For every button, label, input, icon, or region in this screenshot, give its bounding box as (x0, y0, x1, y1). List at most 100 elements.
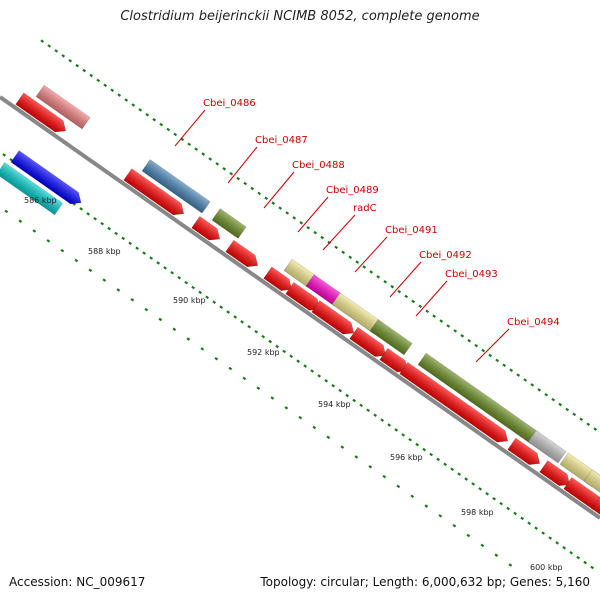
ruler-label: 600 kbp (530, 563, 563, 572)
tick-mark (394, 428, 399, 432)
label-leader-line (263, 171, 295, 209)
tick-mark (593, 427, 598, 431)
tick-mark (341, 250, 346, 255)
feature-block (369, 319, 413, 356)
ruler-label: 596 kbp (390, 453, 423, 462)
ruler-label: 588 kbp (88, 247, 121, 256)
tick-mark (480, 543, 485, 548)
tick-mark (495, 358, 500, 363)
tick-mark (558, 402, 563, 407)
tick-mark (9, 158, 14, 162)
accession-text: Accession: NC_009617 (9, 575, 146, 589)
tick-mark (439, 319, 444, 323)
tick-mark (124, 98, 129, 102)
tick-mark (110, 88, 115, 92)
tick-mark (537, 388, 542, 392)
tick-mark (233, 315, 238, 319)
tick-mark (268, 339, 273, 344)
gene-label: Cbei_0492 (419, 250, 472, 261)
tick-mark (100, 221, 105, 226)
cds-arrow (507, 437, 541, 465)
ruler-label: 594 kbp (318, 400, 351, 409)
tick-mark (387, 423, 392, 427)
feature-block (583, 469, 600, 509)
tick-mark (299, 221, 304, 225)
tick-mark (205, 295, 210, 300)
gene-labels: Cbei_0486 Cbei_0487 Cbei_0488 Cbei_0489 radC… (203, 98, 560, 328)
label-leader-line (354, 236, 388, 273)
tick-mark (191, 285, 196, 290)
tick-mark (429, 452, 434, 457)
tick-mark (86, 212, 91, 216)
gene-label: Cbei_0487 (255, 135, 308, 146)
tick-mark (397, 289, 402, 294)
tick-mark (410, 494, 415, 499)
feature-track (0, 84, 600, 520)
feature-block (0, 162, 64, 216)
tick-mark (107, 226, 112, 231)
tick-mark (310, 369, 315, 373)
tick-mark (142, 251, 147, 255)
tick-mark (520, 516, 525, 521)
tick-mark (229, 171, 234, 176)
tick-mark (355, 260, 360, 264)
tick-mark (354, 455, 359, 459)
tick-mark (89, 73, 94, 78)
tick-mark (436, 457, 441, 462)
tick-mark (114, 231, 119, 236)
tick-mark (383, 280, 388, 284)
tick-mark (460, 334, 465, 338)
tick-mark (61, 54, 66, 58)
cds-arrow (191, 215, 221, 241)
tick-mark (250, 186, 255, 191)
gene-label: radC (353, 203, 377, 214)
tick-mark (215, 162, 220, 166)
tick-mark (438, 514, 443, 518)
label-leader-line (475, 328, 510, 363)
tick-mark (555, 541, 560, 545)
label-leader-line (297, 196, 329, 233)
tick-mark (60, 248, 65, 253)
tick-mark (128, 241, 133, 246)
summary-text: Topology: circular; Length: 6,000,632 bp… (260, 575, 590, 589)
ruler-label: 590 kbp (173, 296, 206, 305)
tick-mark (138, 108, 143, 112)
tick-mark (488, 353, 493, 358)
feature-block (417, 352, 539, 444)
tick-mark (334, 245, 339, 250)
tick-mark (102, 278, 107, 282)
tick-mark (380, 418, 385, 422)
cds-arrow (349, 326, 387, 357)
tick-mark (275, 344, 280, 349)
tick-mark (130, 298, 135, 302)
tick-mark (513, 511, 518, 516)
label-leader-line (227, 146, 258, 184)
tick-mark (121, 236, 126, 241)
tick-mark (443, 462, 448, 467)
tick-mark (264, 196, 269, 201)
tick-mark (359, 403, 364, 408)
tick-mark (474, 343, 479, 348)
tick-mark (243, 181, 248, 186)
tick-mark (212, 300, 217, 304)
tick-mark (144, 307, 149, 312)
cds-arrow (311, 300, 355, 335)
tick-mark (534, 526, 539, 530)
tick-mark (551, 397, 556, 402)
cds-arrow (263, 266, 293, 291)
tick-mark (18, 219, 23, 223)
tick-mark (425, 309, 430, 314)
tick-mark (320, 235, 325, 240)
feature-block (211, 208, 247, 239)
tick-mark (312, 425, 317, 430)
tick-mark (184, 280, 189, 285)
tick-mark (331, 383, 336, 388)
tick-mark (516, 373, 521, 377)
map-title: Clostridium beijerinckii NCIMB 8052, com… (120, 9, 480, 24)
cds-arrow (15, 92, 67, 133)
tick-mark (82, 68, 87, 73)
tick-mark (424, 504, 429, 508)
tick-mark (376, 275, 381, 279)
tick-mark (177, 275, 182, 280)
